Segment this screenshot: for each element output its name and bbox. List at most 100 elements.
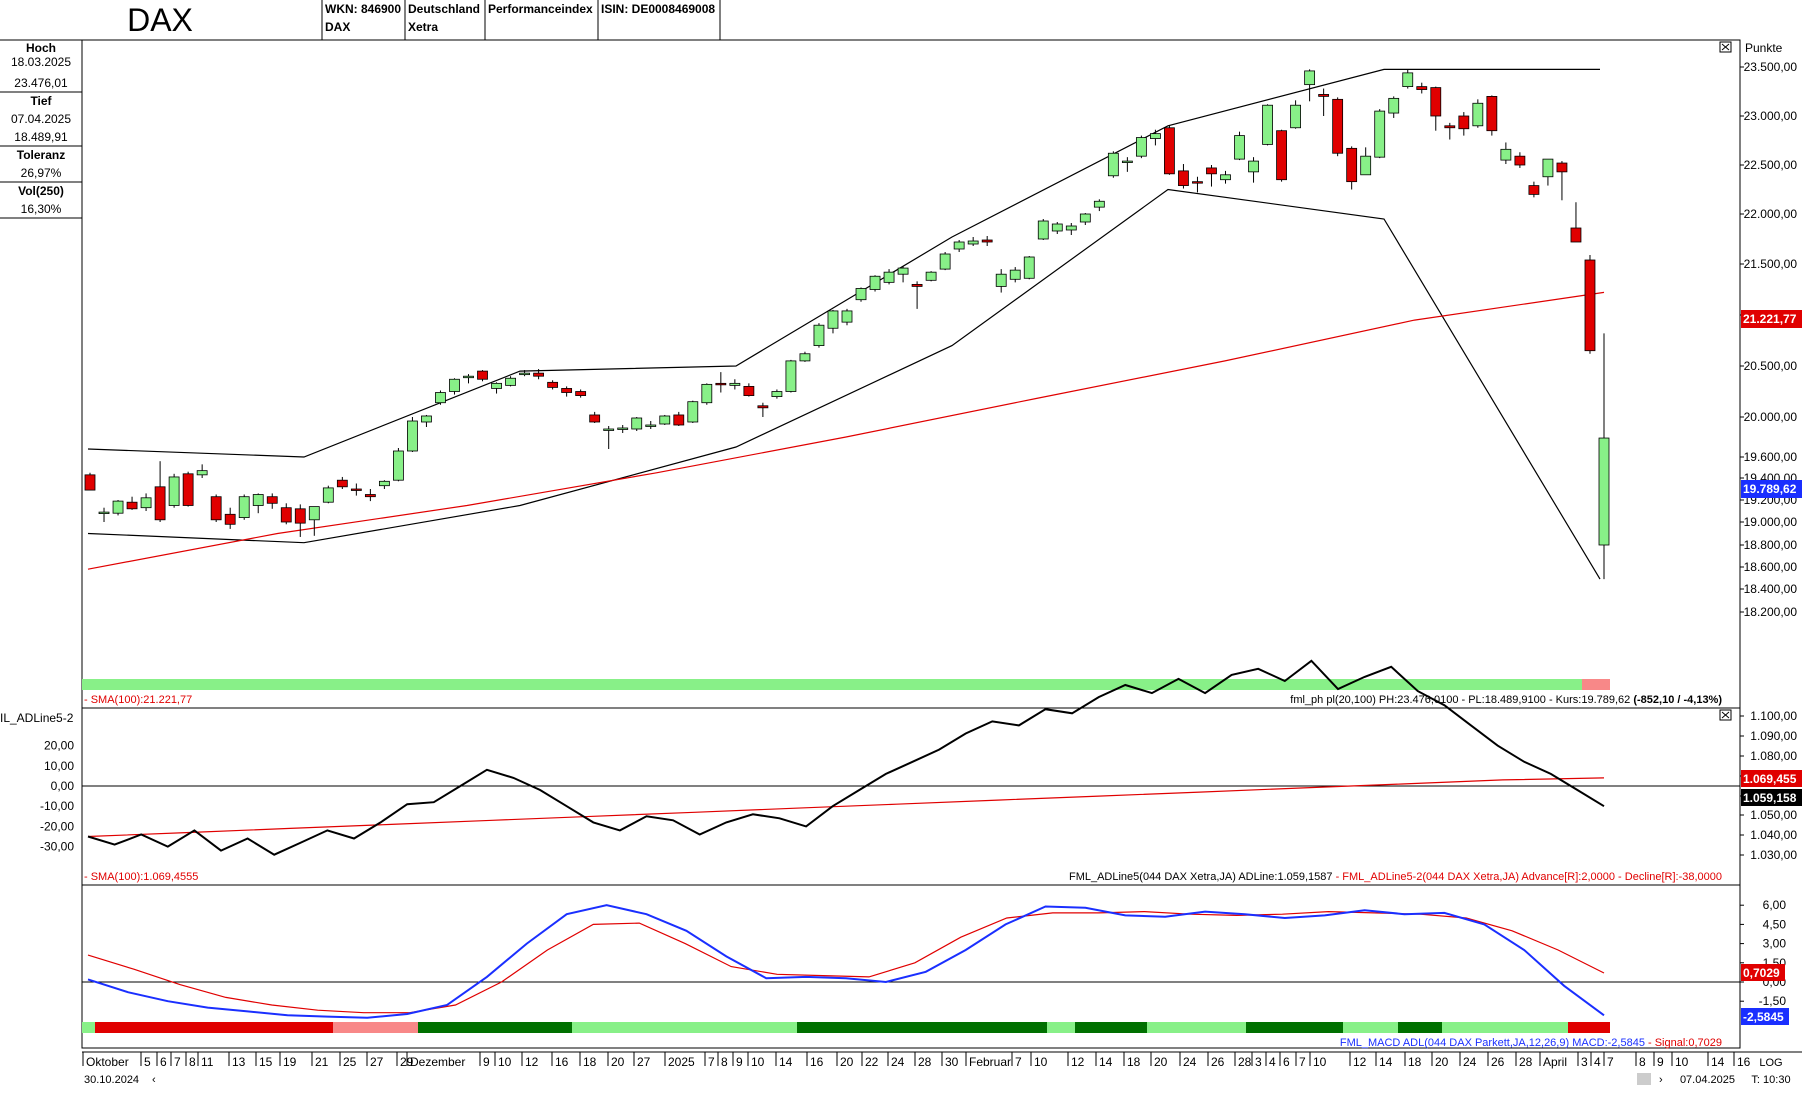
time-axis-label: 9	[736, 1055, 743, 1069]
candle-body	[939, 253, 951, 270]
candle-body	[1234, 135, 1245, 160]
candle-body	[1542, 158, 1554, 178]
candle-body	[182, 473, 194, 506]
time-axis-label: 6	[1283, 1055, 1290, 1069]
vol-label: Vol(250)	[18, 184, 64, 198]
candle-body	[631, 417, 643, 430]
time-axis-label: 13	[232, 1055, 246, 1069]
candle-body	[1486, 96, 1498, 132]
candle-body	[491, 382, 502, 389]
candle-body	[953, 241, 965, 250]
candle-body	[897, 267, 909, 275]
time-axis-label: 7	[1607, 1055, 1614, 1069]
price-axis-unit: Punkte	[1745, 41, 1783, 55]
macd-state-segment	[1047, 1022, 1075, 1033]
candle-body	[449, 378, 460, 392]
sma-price-tag: 21.221,77	[1741, 310, 1802, 328]
macd-signal-tag-text: 0,7029	[1743, 966, 1780, 980]
candle-body	[967, 240, 979, 245]
time-axis-label: 24	[1463, 1055, 1477, 1069]
chart-frame	[81, 39, 1741, 1049]
time-axis-label: Dezember	[410, 1055, 465, 1069]
adl-left-tick-label: 0,00	[51, 779, 75, 793]
candle-body	[1290, 104, 1301, 129]
candle-body	[1318, 94, 1330, 97]
time-axis-label: 20	[840, 1055, 854, 1069]
time-axis-label: 18	[1408, 1055, 1422, 1069]
time-axis-label: 10	[1313, 1055, 1327, 1069]
time-axis-label: 10	[498, 1055, 512, 1069]
tolerance-label: Toleranz	[17, 148, 65, 162]
macd-legend: FML_MACD ADL(044 DAX Parkett,JA,12,26,9)…	[1340, 1037, 1722, 1049]
macd-state-segment	[1442, 1022, 1568, 1033]
price-tick-label: 22.000,00	[1744, 207, 1798, 221]
candle-body	[196, 470, 208, 476]
candle-body	[407, 420, 418, 452]
scroll-thumb[interactable]	[1637, 1073, 1651, 1085]
adl-close-icon[interactable]	[1719, 709, 1732, 721]
adl-left-axis: 20,00 10,00 0,00 -10,00 -20,00 -30,00	[40, 739, 74, 854]
time-axis-label: 26	[1211, 1055, 1225, 1069]
time-axis-label: 16	[1737, 1055, 1751, 1069]
vol-value: 16,30%	[21, 202, 62, 216]
time-axis-label: 18	[1127, 1055, 1141, 1069]
scroll-right-icon[interactable]: ›	[1659, 1074, 1663, 1086]
time-axis-label: 24	[1183, 1055, 1197, 1069]
time-axis-label: 14	[1379, 1055, 1393, 1069]
candle-body	[280, 507, 292, 523]
low-date: 07.04.2025	[11, 112, 71, 126]
candle-body	[519, 372, 530, 376]
candle-body	[589, 414, 601, 423]
wkn-label: WKN: 846900	[325, 2, 401, 16]
candle-body	[210, 496, 222, 521]
candle-body	[1598, 437, 1610, 546]
adl-right-tick-label: 1.080,00	[1750, 749, 1797, 763]
time-axis-label: 8	[721, 1055, 728, 1069]
adl-legend-left: - SMA(100):1.069,4555	[84, 871, 198, 883]
scale-mode-button[interactable]: LOG	[1759, 1057, 1782, 1069]
time-axis-label: 8	[1639, 1055, 1646, 1069]
time-axis-label: 28	[1519, 1055, 1533, 1069]
candle-body	[435, 392, 446, 404]
macd-axis: 6,004,503,001,500,00-1,50	[1740, 898, 1786, 1008]
macd-state-segment	[572, 1022, 797, 1033]
candle-body	[1402, 72, 1414, 87]
candle-body	[575, 391, 587, 396]
header-bar: DAX WKN: 846900 DAX Deutschland Xetra Pe…	[127, 0, 721, 40]
scroll-left-icon[interactable]: ‹	[152, 1074, 156, 1086]
candle-body	[463, 375, 474, 379]
high-date: 18.03.2025	[11, 55, 71, 69]
macd-last-tag: -2,5845	[1741, 1008, 1789, 1025]
candle-body	[827, 310, 839, 329]
time-axis-label: Oktober	[86, 1055, 129, 1069]
candle-body	[1360, 155, 1372, 176]
candle-body	[322, 487, 334, 503]
macd-panel: 6,004,503,001,500,00-1,50 0,7029 -2,5845…	[82, 898, 1789, 1049]
price-close-icon[interactable]	[1719, 41, 1732, 53]
candle-body	[1164, 127, 1175, 175]
time-axis-label: 10	[751, 1055, 765, 1069]
price-tick-label: 20.000,00	[1744, 410, 1798, 424]
time-axis-label: 9	[1657, 1055, 1664, 1069]
candle-body	[743, 385, 755, 396]
price-tick-label: 18.200,00	[1744, 605, 1798, 619]
adl-right-tick-label: 1.040,00	[1750, 828, 1797, 842]
adl-left-tick-label: 10,00	[44, 759, 74, 773]
adl-sma-tag: 1.069,455	[1741, 770, 1802, 787]
time-axis-label: 3	[1581, 1055, 1588, 1069]
adl-left-tick-label: -20,00	[40, 819, 74, 833]
lower-channel-line	[87, 188, 1601, 580]
candle-body	[1009, 269, 1021, 280]
price-tick-label: 18.800,00	[1744, 538, 1798, 552]
candle-body	[1332, 98, 1344, 154]
macd-state-segment	[418, 1022, 572, 1033]
candle-body	[645, 424, 657, 427]
macd-state-segment	[1147, 1022, 1246, 1033]
price-tick-label: 19.000,00	[1744, 515, 1798, 529]
time-axis-label: 7	[1015, 1055, 1022, 1069]
time-axis-label: 12	[1353, 1055, 1367, 1069]
time-axis-label: 28	[1238, 1055, 1252, 1069]
adl-left-title: IL_ADLine5-2	[0, 711, 74, 725]
candle-body	[336, 479, 348, 488]
candle-body	[1444, 125, 1456, 129]
